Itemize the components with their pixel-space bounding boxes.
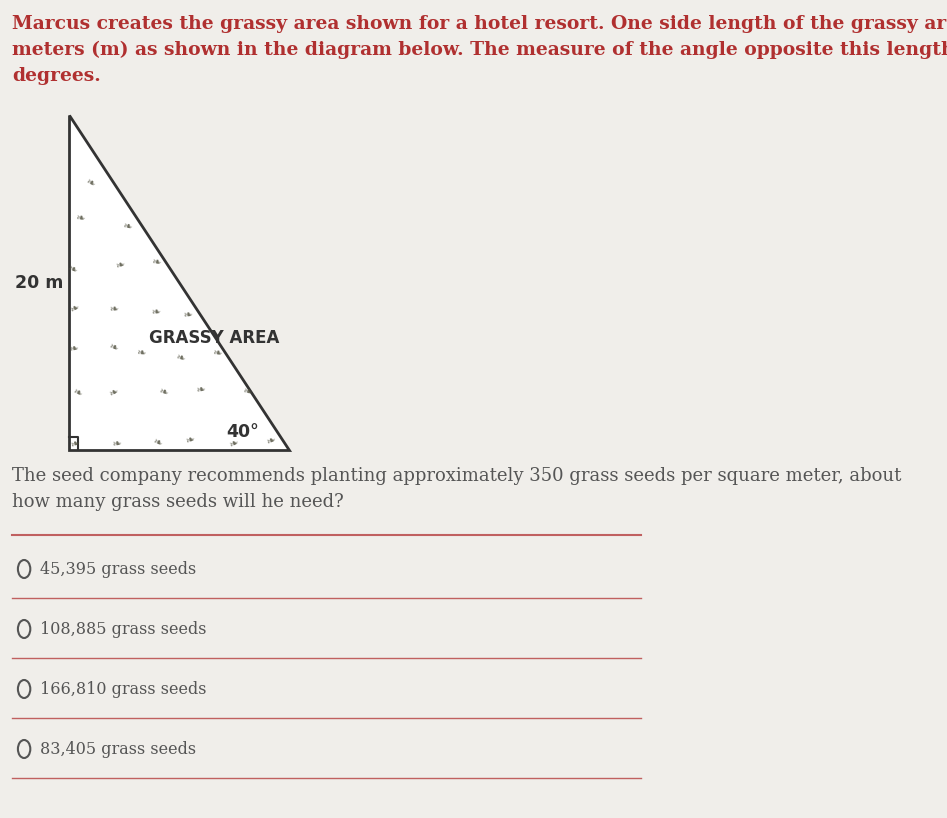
Text: ❧: ❧ <box>195 384 206 396</box>
Text: ❧: ❧ <box>174 352 186 364</box>
Text: 45,395 grass seeds: 45,395 grass seeds <box>40 560 196 578</box>
Text: ❧: ❧ <box>107 341 119 353</box>
Text: Marcus creates the grassy area shown for a hotel resort. One side length of the : Marcus creates the grassy area shown for… <box>12 15 947 85</box>
Text: 20 m: 20 m <box>15 273 63 291</box>
Text: ❧: ❧ <box>65 263 78 276</box>
Text: ❧: ❧ <box>75 213 85 224</box>
Text: ❧: ❧ <box>111 438 122 450</box>
Text: 166,810 grass seeds: 166,810 grass seeds <box>40 681 206 698</box>
Text: ❧: ❧ <box>241 386 253 398</box>
Text: The seed company recommends planting approximately 350 grass seeds per square me: The seed company recommends planting app… <box>12 467 902 511</box>
Text: ❧: ❧ <box>156 387 169 399</box>
Text: ❧: ❧ <box>115 259 127 272</box>
Text: ❧: ❧ <box>151 308 161 318</box>
Text: ❧: ❧ <box>151 437 163 449</box>
Text: ❧: ❧ <box>151 258 161 268</box>
Text: ❧: ❧ <box>68 438 80 451</box>
Text: ❧: ❧ <box>211 348 222 358</box>
Text: ❧: ❧ <box>227 438 240 451</box>
Text: 83,405 grass seeds: 83,405 grass seeds <box>40 740 196 757</box>
Text: 40°: 40° <box>226 423 259 441</box>
Text: ❧: ❧ <box>109 304 118 316</box>
Text: ❧: ❧ <box>107 386 120 399</box>
Polygon shape <box>69 115 289 450</box>
Text: ❧: ❧ <box>121 221 133 232</box>
Text: GRASSY AREA: GRASSY AREA <box>150 330 279 348</box>
Text: ❧: ❧ <box>68 343 80 354</box>
Text: ❧: ❧ <box>71 387 83 400</box>
Text: ❧: ❧ <box>264 434 277 447</box>
Text: ❧: ❧ <box>183 309 193 321</box>
Text: ❧: ❧ <box>184 434 196 447</box>
Text: 108,885 grass seeds: 108,885 grass seeds <box>40 621 206 637</box>
Text: ❧: ❧ <box>68 302 80 315</box>
Text: ❧: ❧ <box>83 177 97 190</box>
Text: ❧: ❧ <box>136 348 146 358</box>
